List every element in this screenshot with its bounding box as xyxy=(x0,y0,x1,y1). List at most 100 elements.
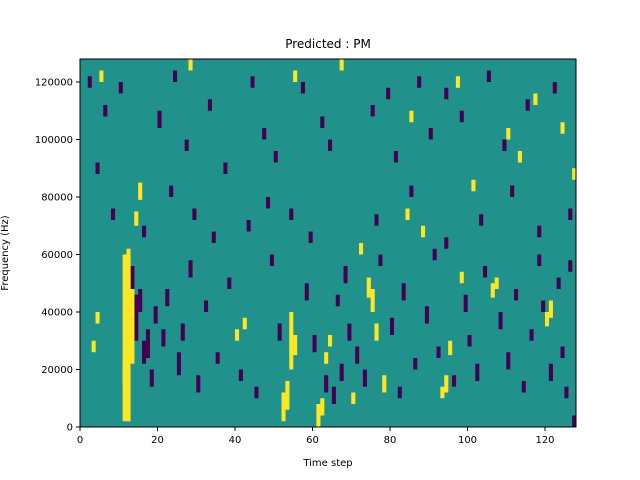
heatmap-cell-low xyxy=(157,110,162,128)
heatmap-cell-low xyxy=(196,375,201,393)
heatmap-cell-low xyxy=(436,346,441,358)
heatmap-cell-high xyxy=(285,381,290,410)
heatmap-cell-low xyxy=(514,289,519,301)
heatmap-cell-low xyxy=(262,128,267,140)
heatmap-cell-high xyxy=(533,93,538,105)
heatmap-cell-low xyxy=(277,323,282,341)
heatmap-cell-low xyxy=(204,300,209,312)
heatmap-cell-high xyxy=(99,70,104,82)
chart-title: Predicted : PM xyxy=(285,37,371,51)
heatmap-cell-low xyxy=(548,363,553,381)
x-tick-label: 40 xyxy=(229,435,242,446)
heatmap-cell-low xyxy=(386,87,391,100)
heatmap-cell-low xyxy=(300,82,305,94)
heatmap-cell-high xyxy=(324,352,329,364)
heatmap-cell-low xyxy=(250,76,255,88)
heatmap-cell-high xyxy=(444,375,449,393)
heatmap-cell-low xyxy=(529,329,534,341)
y-axis-ticks: 0 20000 40000 60000 80000 100000 120000 xyxy=(35,78,80,434)
heatmap-cell-low xyxy=(510,185,515,197)
heatmap-cell-high xyxy=(448,340,453,356)
heatmap-cell-low xyxy=(537,254,542,266)
heatmap-cell-high xyxy=(130,289,135,364)
heatmap-cell-low xyxy=(184,139,189,151)
heatmap-cell-high xyxy=(293,335,298,356)
heatmap-cell-low xyxy=(188,260,193,278)
heatmap-cell-low xyxy=(324,375,329,393)
heatmap-cell-low xyxy=(521,381,526,393)
heatmap-cell-low xyxy=(180,323,185,341)
heatmap-cell-low xyxy=(393,151,398,163)
heatmap-cell-low xyxy=(192,208,197,220)
heatmap-cell-low xyxy=(95,162,100,174)
heatmap-cell-high xyxy=(459,271,464,284)
plot-area xyxy=(80,59,577,427)
heatmap-cell-low xyxy=(165,289,170,307)
heatmap-cell-low xyxy=(134,294,139,341)
heatmap-cell-high xyxy=(235,329,240,341)
heatmap-cell-high xyxy=(490,283,495,298)
heatmap-cell-low xyxy=(211,231,216,243)
heatmap-cell-low xyxy=(401,283,406,301)
heatmap-cell-low xyxy=(173,70,178,82)
heatmap-cell-high xyxy=(405,208,410,220)
heatmap-cell-high xyxy=(339,59,344,71)
plot-frame xyxy=(79,58,577,428)
heatmap-cell-low xyxy=(138,289,143,312)
heatmap-cell-low xyxy=(498,312,503,330)
y-tick-label: 100000 xyxy=(35,135,73,146)
y-tick-label: 60000 xyxy=(41,250,73,261)
x-axis-label: Time step xyxy=(302,458,352,469)
y-tick-label: 80000 xyxy=(41,193,73,204)
heatmap-cell-high xyxy=(95,312,100,324)
heatmap-cell-low xyxy=(424,306,429,324)
heatmap-cell-high xyxy=(281,392,286,422)
heatmap-cell-high xyxy=(351,392,356,404)
heatmap-cell-high xyxy=(366,277,371,298)
heatmap-cell-low xyxy=(142,340,147,364)
x-tick-label: 100 xyxy=(458,435,477,446)
heatmap-cell-low xyxy=(444,87,449,100)
heatmap-cell-high xyxy=(382,375,387,393)
heatmap-cell-low xyxy=(409,185,414,197)
heatmap-cell-high xyxy=(316,404,321,427)
heatmap-cell-low xyxy=(541,300,546,312)
heatmap-cell-low xyxy=(483,266,488,278)
heatmap-cell-low xyxy=(564,386,569,399)
heatmap-cell-low xyxy=(331,386,336,404)
heatmap-cell-low xyxy=(223,162,228,174)
heatmap-cell-low xyxy=(308,231,313,243)
heatmap-cell-high xyxy=(320,398,325,416)
heatmap-cell-high xyxy=(421,225,426,238)
heatmap-cell-low xyxy=(413,358,418,370)
heatmap-cell-low xyxy=(339,363,344,381)
heatmap-cell-low xyxy=(289,208,294,220)
x-tick-label: 120 xyxy=(535,435,554,446)
heatmap-cell-low xyxy=(87,76,92,88)
heatmap-cell-low xyxy=(525,99,530,111)
heatmap-cell-high xyxy=(122,254,127,422)
heatmap-cell-low xyxy=(428,128,433,140)
heatmap-cell-low xyxy=(161,329,166,347)
heatmap-cell-low xyxy=(560,346,565,358)
heatmap-cell-low xyxy=(467,335,472,347)
heatmap-cell-low xyxy=(537,225,542,238)
heatmap-cell-high xyxy=(359,243,364,255)
heatmap-cell-low xyxy=(463,294,468,312)
heatmap-background xyxy=(80,59,576,427)
heatmap-cell-high xyxy=(293,70,298,82)
heatmap-cell-low xyxy=(556,277,561,289)
heatmap-cell-high xyxy=(548,300,553,318)
heatmap-cell-low xyxy=(312,335,317,353)
heatmap-cell-high xyxy=(374,323,379,341)
heatmap-cell-high xyxy=(91,340,96,353)
heatmap-cell-low xyxy=(432,248,437,261)
heatmap-cell-high xyxy=(517,151,522,163)
heatmap-cell-low xyxy=(444,237,449,249)
heatmap-cell-low xyxy=(207,99,212,111)
y-tick-label: 40000 xyxy=(41,308,73,319)
heatmap-cell-low xyxy=(479,214,484,226)
heatmap-cell-low xyxy=(246,220,251,232)
heatmap-cell-low xyxy=(452,375,457,387)
